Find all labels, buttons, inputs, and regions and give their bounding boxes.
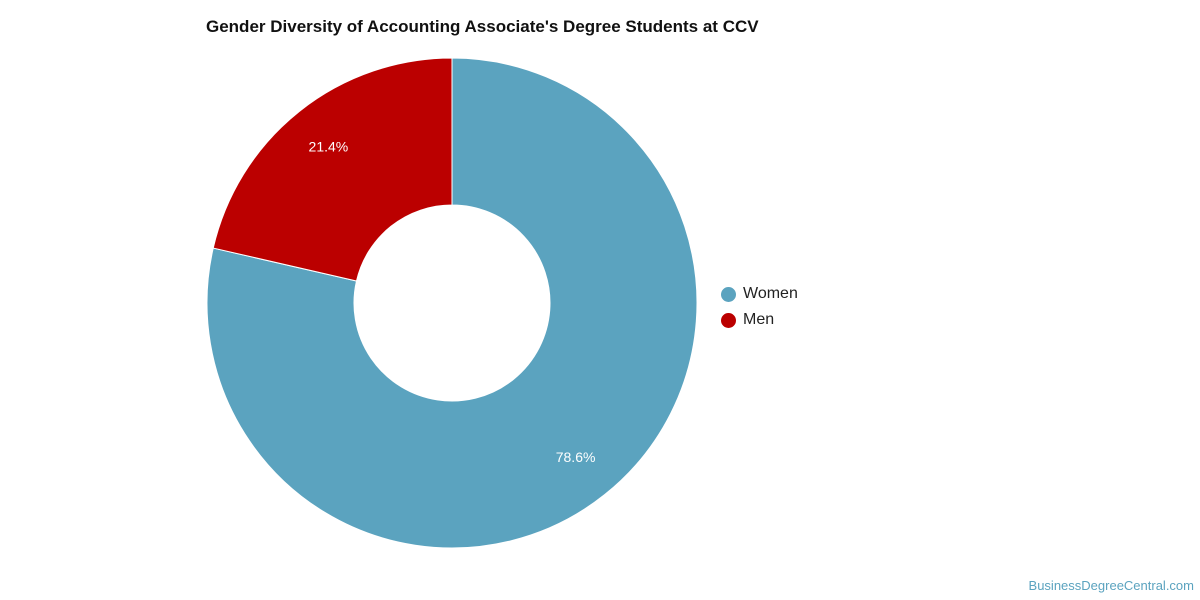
slice-label-women: 78.6% xyxy=(556,449,596,465)
legend-swatch-men xyxy=(721,312,736,328)
legend-label-men: Men xyxy=(743,311,775,328)
donut-slice-men[interactable] xyxy=(212,57,453,282)
legend-item-women[interactable]: Women xyxy=(721,281,798,307)
slice-label-men: 21.4% xyxy=(309,138,349,154)
slice-labels: 78.6% 21.4% xyxy=(309,138,596,465)
chart-title: Gender Diversity of Accounting Associate… xyxy=(206,17,759,36)
legend-swatch-women xyxy=(721,286,736,302)
watermark-link[interactable]: BusinessDegreeCentral.com xyxy=(1028,578,1194,593)
legend-label-women: Women xyxy=(743,285,798,302)
legend-item-men[interactable]: Men xyxy=(721,307,798,333)
legend: Women Men xyxy=(721,281,798,333)
donut-slices xyxy=(206,57,698,549)
donut-slice-women[interactable] xyxy=(206,57,698,549)
